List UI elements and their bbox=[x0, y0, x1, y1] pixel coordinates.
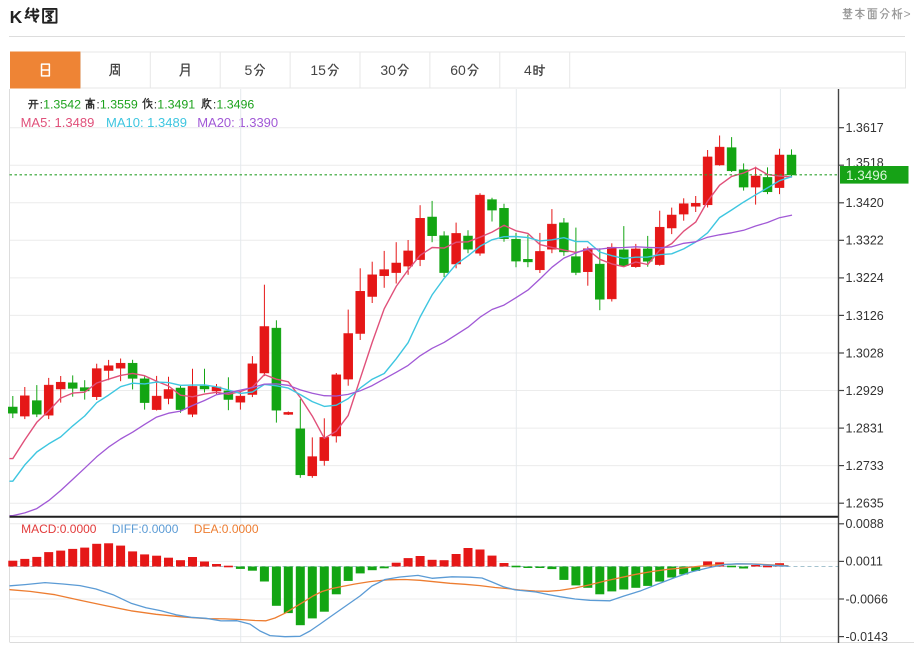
svg-text:K: K bbox=[10, 7, 23, 27]
svg-text::: : bbox=[213, 97, 216, 111]
svg-text:60: 60 bbox=[450, 62, 466, 78]
svg-text:-0.0143: -0.0143 bbox=[846, 630, 888, 644]
svg-text:1.3224: 1.3224 bbox=[846, 271, 884, 285]
svg-text:1.2635: 1.2635 bbox=[846, 497, 884, 511]
svg-text:0.0088: 0.0088 bbox=[846, 517, 884, 531]
svg-text::: : bbox=[154, 97, 157, 111]
svg-text:1.3542: 1.3542 bbox=[43, 97, 81, 111]
svg-text:1.3491: 1.3491 bbox=[157, 97, 195, 111]
svg-text:1.3028: 1.3028 bbox=[846, 346, 884, 360]
svg-text:MA10: 1.3489: MA10: 1.3489 bbox=[106, 115, 187, 130]
svg-text:MA5: 1.3489: MA5: 1.3489 bbox=[21, 115, 95, 130]
svg-text:1.3559: 1.3559 bbox=[100, 97, 138, 111]
svg-text:4: 4 bbox=[524, 62, 532, 78]
svg-text:1.3617: 1.3617 bbox=[846, 121, 884, 135]
svg-text:0.0011: 0.0011 bbox=[846, 555, 883, 569]
svg-text::: : bbox=[40, 97, 43, 111]
svg-text:30: 30 bbox=[380, 62, 396, 78]
svg-text:>: > bbox=[904, 7, 911, 21]
svg-text:1.3496: 1.3496 bbox=[216, 97, 254, 111]
svg-text:1.2929: 1.2929 bbox=[846, 384, 884, 398]
svg-text:MACD:0.0000: MACD:0.0000 bbox=[21, 522, 97, 536]
svg-text:1.3496: 1.3496 bbox=[846, 168, 887, 183]
svg-text:DIFF:0.0000: DIFF:0.0000 bbox=[112, 522, 179, 536]
svg-text:MA20: 1.3390: MA20: 1.3390 bbox=[197, 115, 278, 130]
svg-text:1.3420: 1.3420 bbox=[846, 196, 884, 210]
svg-text::: : bbox=[96, 97, 99, 111]
svg-text:5: 5 bbox=[245, 62, 253, 78]
svg-text:1.2733: 1.2733 bbox=[846, 459, 884, 473]
svg-text:-0.0066: -0.0066 bbox=[846, 592, 888, 606]
svg-text:1.3126: 1.3126 bbox=[846, 309, 884, 323]
svg-text:15: 15 bbox=[310, 62, 326, 78]
svg-text:DEA:0.0000: DEA:0.0000 bbox=[194, 522, 259, 536]
svg-text:1.2831: 1.2831 bbox=[846, 421, 884, 435]
svg-text:1.3322: 1.3322 bbox=[846, 234, 884, 248]
